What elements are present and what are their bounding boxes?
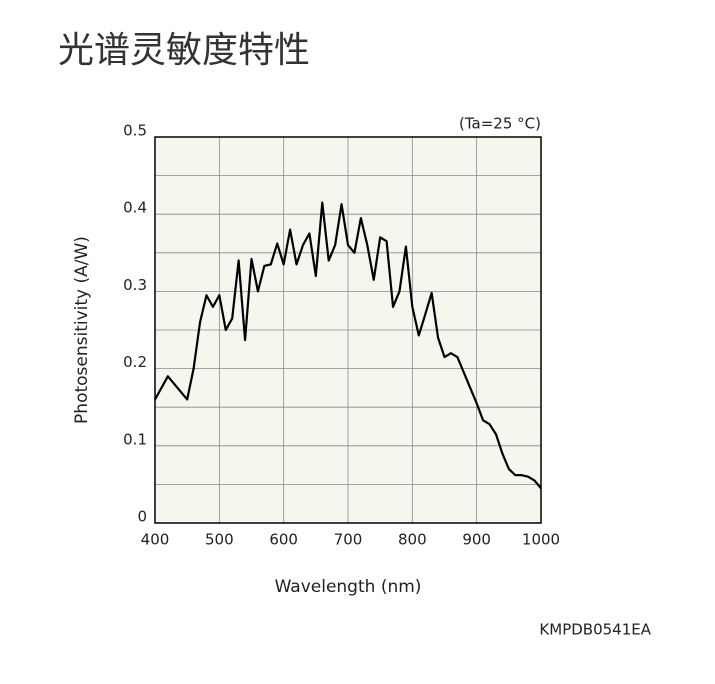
x-tick-label: 900 (462, 531, 491, 549)
x-tick-label: 1000 (522, 531, 560, 549)
y-tick-label: 0.4 (123, 199, 147, 217)
footnote: KMPDB0541EA (539, 621, 651, 639)
y-tick-label: 0.1 (123, 430, 147, 448)
plot-frame (154, 136, 542, 524)
y-axis-label: Photosensitivity (A/W) (72, 236, 92, 424)
x-axis-label: Wavelength (nm) (275, 577, 422, 597)
y-tick-label: 0 (137, 508, 147, 526)
chart-title: 光谱灵敏度特性 (58, 30, 310, 71)
annotation: (Ta=25 °C) (459, 115, 541, 133)
x-tick-label: 500 (205, 531, 234, 549)
y-tick-label: 0.2 (123, 353, 147, 371)
data-line (154, 201, 542, 489)
x-tick-label: 700 (334, 531, 363, 549)
x-tick-label: 600 (269, 531, 298, 549)
y-tick-label: 0.5 (123, 122, 147, 140)
y-tick-label: 0.3 (123, 276, 147, 294)
x-tick-label: 400 (141, 531, 170, 549)
x-tick-label: 800 (398, 531, 427, 549)
